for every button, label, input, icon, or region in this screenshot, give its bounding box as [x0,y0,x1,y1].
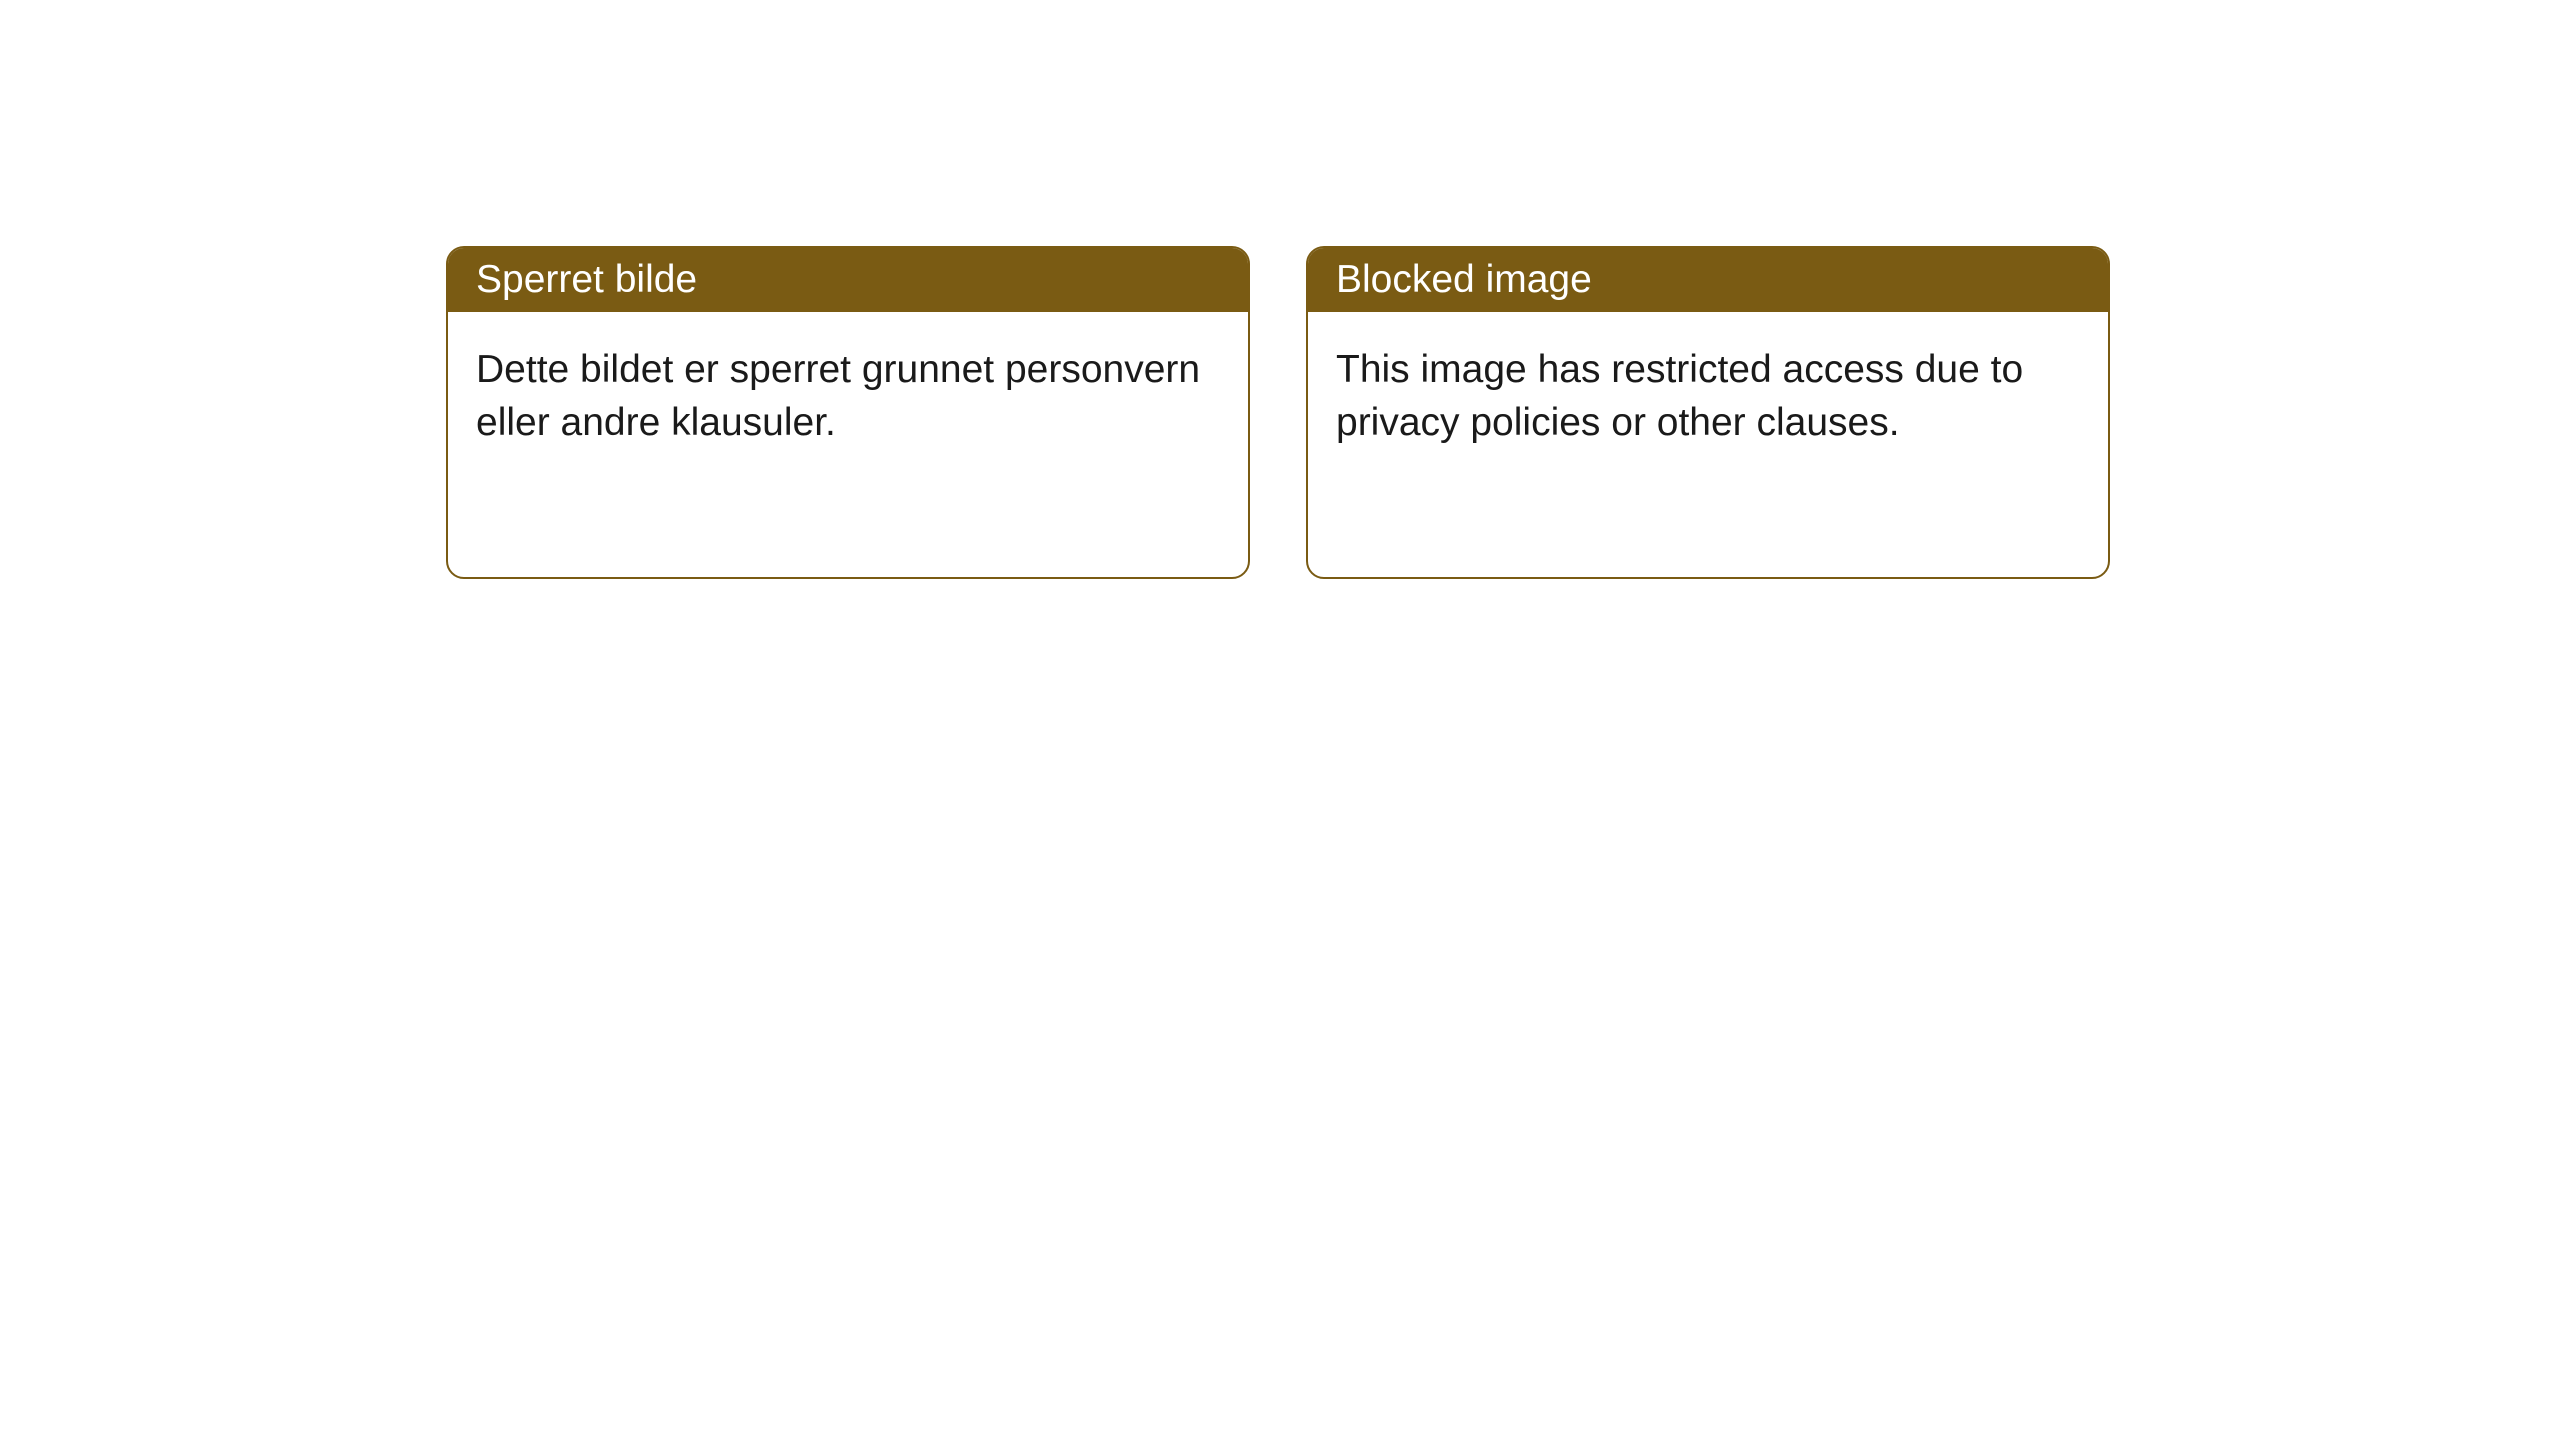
notice-body: Dette bildet er sperret grunnet personve… [448,312,1248,481]
notice-card-english: Blocked image This image has restricted … [1306,246,2110,579]
notice-container: Sperret bilde Dette bildet er sperret gr… [0,0,2560,579]
notice-title: Blocked image [1336,258,1592,301]
notice-body-text: This image has restricted access due to … [1336,348,2023,444]
notice-title: Sperret bilde [476,258,697,301]
notice-header: Sperret bilde [448,248,1248,312]
notice-header: Blocked image [1308,248,2108,312]
notice-body: This image has restricted access due to … [1308,312,2108,481]
notice-card-norwegian: Sperret bilde Dette bildet er sperret gr… [446,246,1250,579]
notice-body-text: Dette bildet er sperret grunnet personve… [476,348,1200,444]
